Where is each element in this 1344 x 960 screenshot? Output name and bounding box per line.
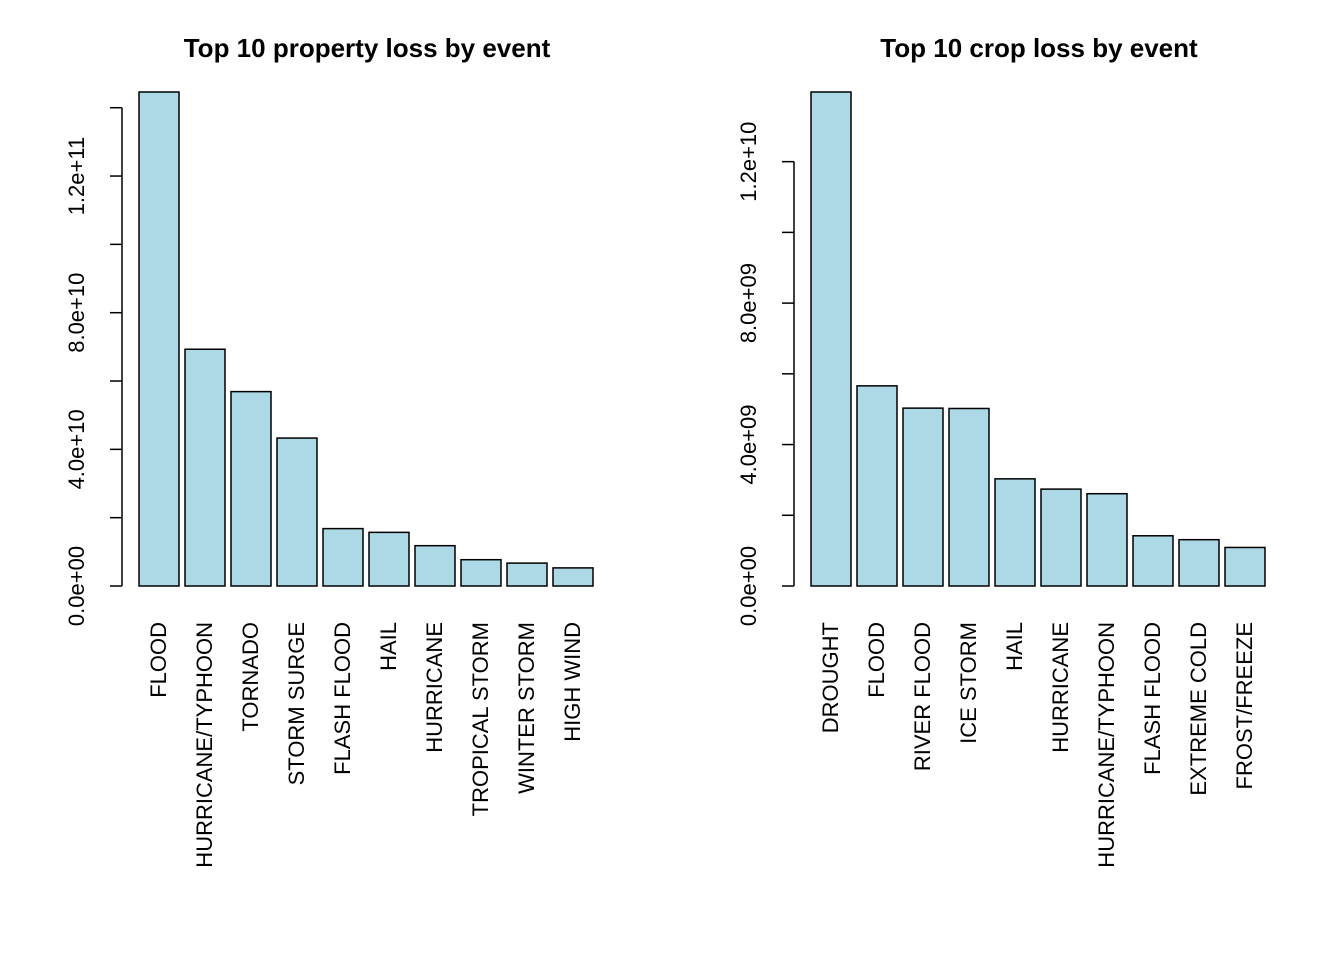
category-label: FLOOD [864,622,889,698]
bar-frost-freeze [1224,546,1266,587]
category-label: STORM SURGE [284,622,309,785]
y-tick-label: 0.0e+00 [736,546,761,626]
category-label: FROST/FREEZE [1232,622,1257,789]
bar-storm-surge [276,437,318,587]
bar-hurricane-typhoon [184,348,226,587]
y-tick-label: 4.0e+10 [64,409,89,489]
y-tick-label: 4.0e+09 [736,404,761,484]
category-label: FLOOD [146,622,171,698]
category-label: EXTREME COLD [1186,622,1211,796]
bar-hurricane [414,544,456,587]
y-tick-label: 0.0e+00 [64,546,89,626]
category-label: FLASH FLOOD [330,622,355,775]
category-label: HURRICANE [1048,622,1073,753]
category-label: RIVER FLOOD [910,622,935,771]
y-tick-label: 1.2e+10 [736,122,761,202]
category-label: HURRICANE/TYPHOON [192,622,217,868]
y-tick-label: 8.0e+10 [64,273,89,353]
bar-flash-flood [322,527,364,587]
bar-flood [138,91,180,587]
property-loss-chart: Top 10 property loss by event FLOOD HURRI… [64,33,594,868]
bar-flash-flood [1132,535,1174,587]
bar-tornado [230,390,272,587]
category-label: FLASH FLOOD [1140,622,1165,775]
category-label: HURRICANE [422,622,447,753]
y-tick-label: 1.2e+11 [64,137,89,216]
bar-extreme-cold [1178,538,1220,587]
chart-title: Top 10 crop loss by event [880,33,1198,63]
bar-drought [810,91,852,587]
crop-loss-chart: Top 10 crop loss by event DROUGHT FLOOD RI… [736,33,1266,868]
bar-tropical-storm [460,558,502,587]
category-label: HAIL [376,622,401,671]
bar-hurricane [1040,488,1082,587]
bar-flood [856,385,898,587]
y-tick-label: 8.0e+09 [736,263,761,343]
category-label: TROPICAL STORM [468,622,493,816]
category-label: TORNADO [238,622,263,732]
bar-hail [994,478,1036,587]
bar-winter-storm [506,562,548,587]
bar-river-flood [902,407,944,587]
category-label: HAIL [1002,622,1027,671]
bar-hurricane-typhoon [1086,492,1128,587]
bar-hail [368,531,410,587]
category-label: DROUGHT [818,622,843,733]
category-label: HURRICANE/TYPHOON [1094,622,1119,868]
chart-title: Top 10 property loss by event [184,33,551,63]
bar-high-wind [552,567,594,587]
category-label: ICE STORM [956,622,981,744]
bar-ice-storm [948,407,990,587]
category-label: HIGH WIND [560,622,585,742]
category-label: WINTER STORM [514,622,539,794]
